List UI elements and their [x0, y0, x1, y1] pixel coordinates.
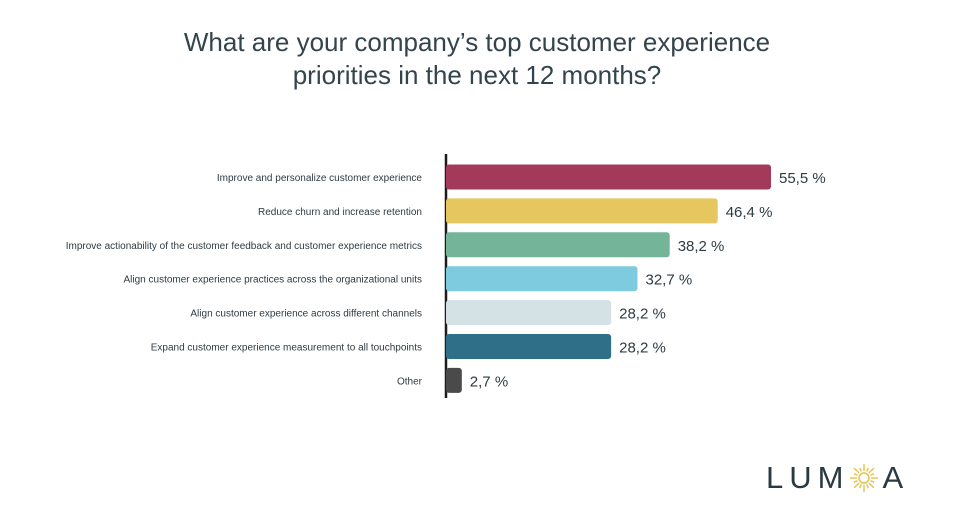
value-label: 46,4 % [726, 204, 773, 221]
category-label: Reduce churn and increase retention [258, 207, 422, 218]
bar [446, 300, 612, 326]
bar [446, 334, 612, 359]
category-label: Improve and personalize customer experie… [217, 173, 423, 184]
chart-title-line-1: What are your company’s top customer exp… [183, 27, 771, 57]
logo-text-left: LUM [766, 460, 850, 495]
value-label: 28,2 % [619, 306, 666, 323]
chart-title-line-2: priorities in the next 12 months? [292, 60, 662, 90]
category-label: Expand customer experience measurement t… [151, 343, 422, 354]
lumoa-logo: LUM A [766, 458, 916, 498]
sun-icon [850, 464, 879, 492]
category-label: Improve actionability of the customer fe… [66, 241, 422, 252]
value-label: 32,7 % [645, 272, 692, 289]
category-label: Other [397, 376, 423, 387]
value-label: 28,2 % [619, 340, 666, 357]
value-label: 55,5 % [779, 170, 826, 187]
logo-text-right: A [882, 460, 910, 495]
category-label: Align customer experience practices acro… [124, 275, 423, 286]
bar [446, 367, 462, 393]
chart-title: What are your company’s top customer exp… [0, 26, 954, 92]
value-label: 38,2 % [678, 238, 725, 255]
category-label: Align customer experience across differe… [190, 309, 422, 320]
value-label: 2,7 % [470, 373, 508, 390]
bar [446, 164, 771, 190]
bar [446, 232, 670, 258]
bar [446, 266, 638, 292]
bar [446, 198, 718, 224]
